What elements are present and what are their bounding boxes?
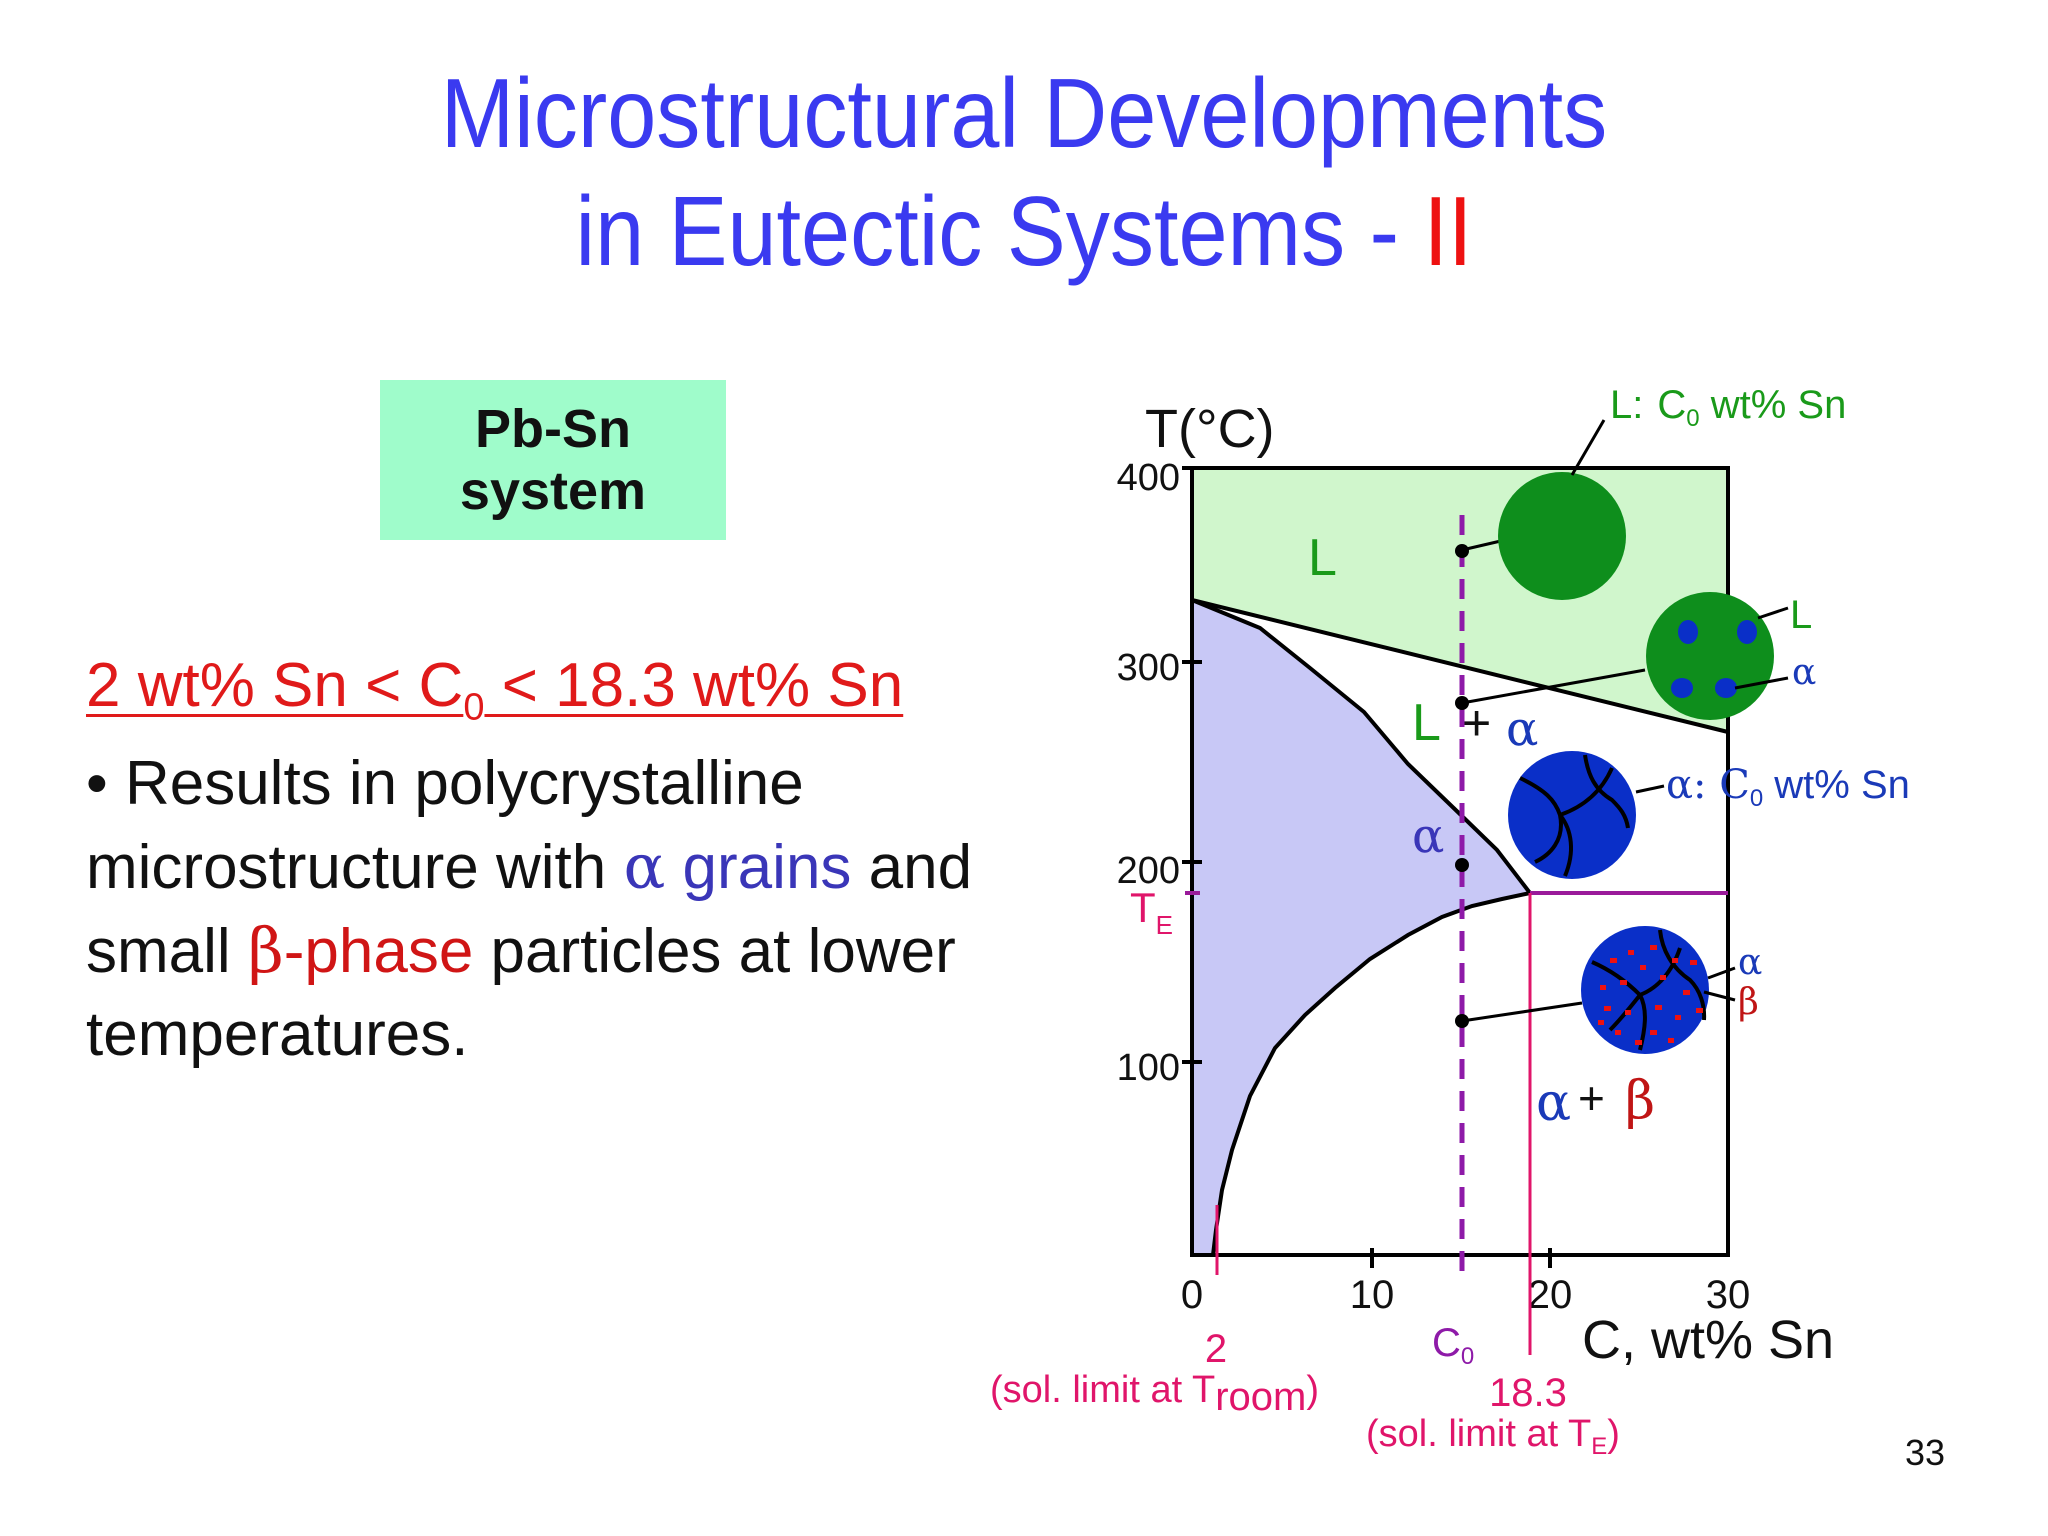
annotation-c0: C0 [1432,1321,1474,1370]
region-label-alpha-liquid: α [1506,701,1538,757]
annotation-2-note: (sol. limit at Troom) [990,1369,1319,1419]
annotation-2: 2 [1205,1327,1227,1371]
composition-condition: 2 wt% Sn < C0 < 18.3 wt% Sn [86,651,904,729]
region-label-liquid: L [1308,529,1337,587]
alpha-region [1192,600,1530,1255]
point-mix [1455,696,1469,710]
title-line-1: Microstructural Developments [440,58,1608,168]
annotation-18-3-note: (sol. limit at TE) [1366,1413,1620,1460]
ytick-label-300: 300 [1117,647,1180,689]
callout-leader-alpha [1635,784,1665,794]
xtick-label-0: 0 [1181,1273,1203,1317]
solvus-line [1211,891,1531,1256]
xtick-label-10: 10 [1350,1273,1395,1317]
alpha-particle [1737,620,1757,644]
annotation-18-3: 18.3 [1489,1371,1567,1415]
ytick-label-100: 100 [1117,1047,1180,1089]
leader-ab [1461,1001,1583,1023]
liquidus-line [1191,598,1729,734]
callout-leader-ab-beta [1703,990,1736,1002]
point-alpha [1455,858,1469,872]
callout-ab-alpha: α [1738,942,1762,983]
y-axis-title: T(°C) [1145,399,1275,459]
callout-mix-L: L [1790,593,1812,637]
page-number: 33 [1905,1432,1946,1473]
callout-leader-liquid [1570,419,1606,476]
callout-ab-beta: β [1738,982,1759,1023]
xtick-label-20: 20 [1528,1273,1573,1317]
callout-liquid: L: C0 wt% Sn [1610,383,1846,432]
title-accent: II [1423,176,1473,286]
alpha-symbol: α [623,830,666,903]
callout-leader-ab-alpha [1707,966,1736,980]
microstructure-alpha [1508,751,1636,879]
region-label-ab-plus: + [1578,1072,1605,1124]
region-label-L: L [1412,694,1441,752]
solidus-line [1191,598,1532,895]
alpha-particle [1678,620,1698,644]
title-line-2: in Eutectic Systems - II [575,176,1473,286]
leader-mix [1461,668,1646,705]
point-liquid [1455,544,1469,558]
region-label-ab-alpha: α [1536,1073,1571,1133]
leader-liquid [1461,538,1506,552]
xtick-label-30: 30 [1706,1273,1751,1317]
callout-leader-mix-L [1757,606,1789,620]
system-badge: Pb-Sn system [380,380,726,540]
x-axis-title: C, wt% Sn [1582,1310,1834,1370]
microstructure-liquid [1498,472,1626,600]
microstructure-alpha-beta [1581,926,1709,1054]
callout-alpha: α: C0 wt% Sn [1666,762,1910,812]
ytick-label-400: 400 [1117,457,1180,499]
beta-symbol: β [247,914,284,987]
callout-leader-mix-alpha [1734,676,1789,690]
region-label-alpha: α [1412,808,1444,864]
te-label: TE [1130,884,1173,940]
microstructure-mix [1646,592,1774,720]
alpha-particle [1671,678,1693,698]
region-label-ab-beta: β [1625,1071,1655,1131]
badge-line-1: Pb-Sn [475,399,631,459]
callout-mix-alpha: α [1792,652,1816,693]
ytick-label-200: 200 [1117,850,1180,892]
alpha-particle [1715,678,1737,698]
bullet-text: • Results in polycrystalline microstruct… [86,749,973,1069]
bullet-mark: • [86,749,108,818]
point-ab [1455,1014,1469,1028]
badge-line-2: system [459,461,647,521]
